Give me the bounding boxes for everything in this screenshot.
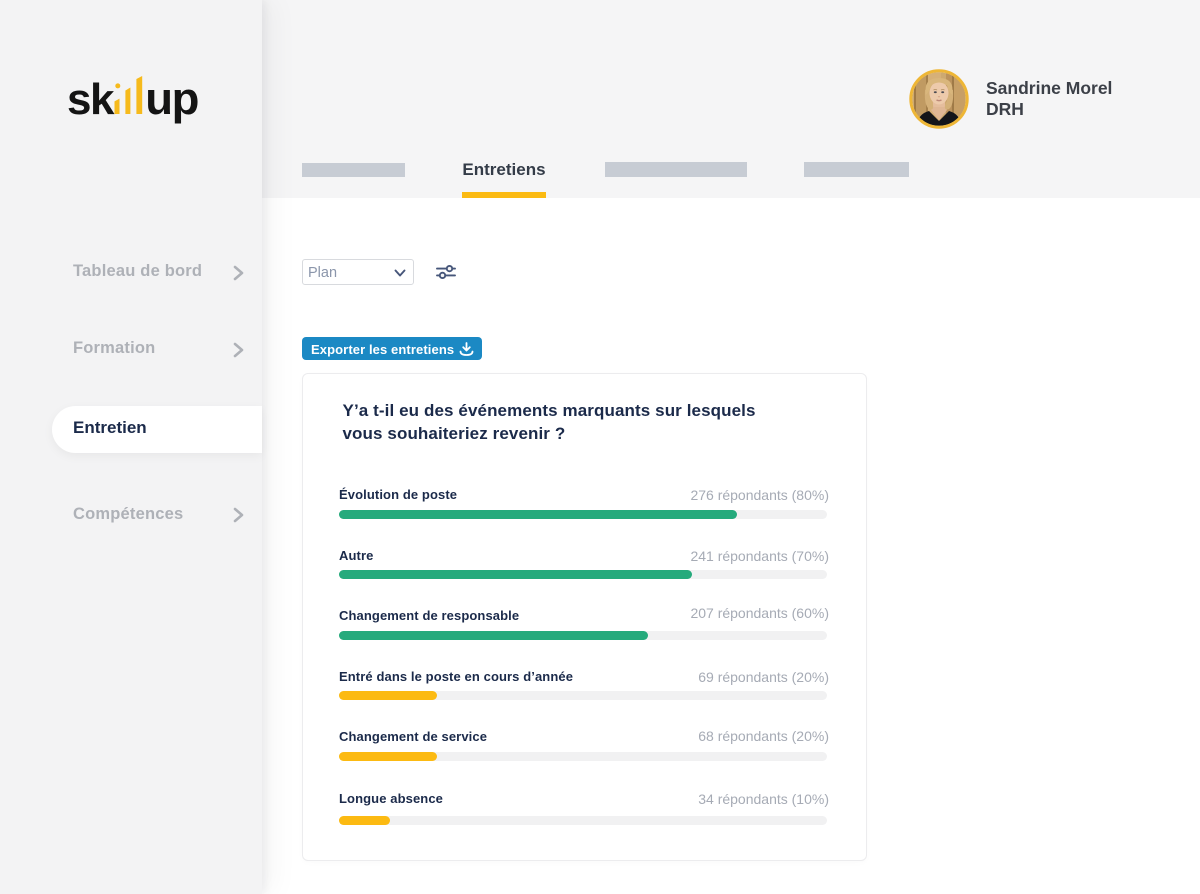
svg-text:up: up xyxy=(145,73,198,124)
svg-text:sk: sk xyxy=(67,75,115,124)
